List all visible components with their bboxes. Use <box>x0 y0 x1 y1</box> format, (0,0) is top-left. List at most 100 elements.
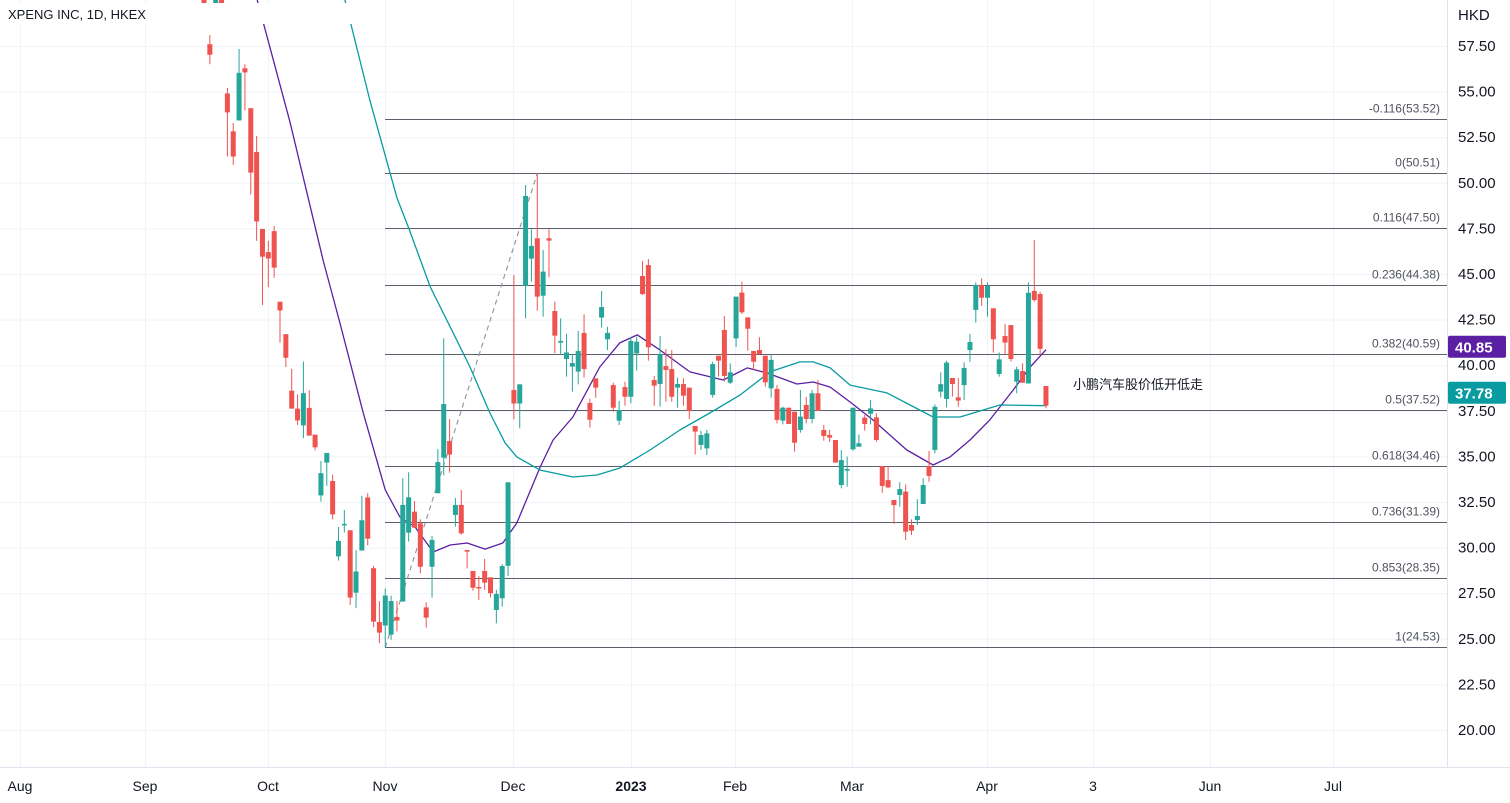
candle-down <box>254 135 260 241</box>
candle-down <box>716 355 722 377</box>
fib-level-label: 0.116(47.50) <box>1373 211 1440 225</box>
candle-down <box>371 565 377 628</box>
candle-up <box>558 318 564 355</box>
candle-body <box>447 441 453 455</box>
candles <box>201 0 1049 648</box>
candle-up <box>996 352 1002 377</box>
candle-down <box>248 108 254 195</box>
candle-down <box>224 87 230 157</box>
candle-body <box>359 520 365 551</box>
candle-body <box>862 417 868 424</box>
candle-body <box>856 443 862 447</box>
candle-body <box>721 329 727 376</box>
candle-body <box>844 468 850 471</box>
candle-body <box>242 68 248 73</box>
fib-level-label: 0.736(31.39) <box>1372 505 1440 519</box>
candle-up <box>441 338 447 476</box>
candle-body <box>949 377 955 384</box>
candle-up <box>406 472 412 542</box>
candle-up <box>523 184 529 319</box>
candle-body <box>306 407 312 436</box>
candle-down <box>1020 363 1026 383</box>
candle-body <box>996 359 1002 374</box>
candle-body <box>944 362 950 399</box>
candle-body <box>207 44 213 55</box>
last-value-text: 37.78 <box>1455 386 1493 403</box>
candle-body <box>587 402 593 420</box>
candle-up <box>967 334 973 362</box>
y-tick-label: 55.00 <box>1458 84 1496 101</box>
y-tick-label: 40.00 <box>1458 357 1496 374</box>
candle-body <box>458 504 464 534</box>
candle-down <box>259 228 265 306</box>
candle-down <box>271 226 277 278</box>
candle-down <box>365 493 371 546</box>
candle-body <box>920 485 926 505</box>
last-value-badge: 40.85 <box>1448 335 1506 358</box>
candle-body <box>546 238 552 241</box>
candle-up <box>452 497 458 527</box>
candle-body <box>511 390 517 404</box>
candle-down <box>873 413 879 442</box>
candle-body <box>628 340 634 397</box>
price-axis[interactable]: HKD 57.50 55.00 52.50 50.00 47.50 45.00 42.50 4… <box>1447 0 1510 803</box>
candle-body <box>388 601 394 635</box>
candle-up <box>300 361 306 439</box>
candle-body <box>464 549 470 552</box>
candle-up <box>335 526 341 561</box>
candle-body <box>756 350 762 355</box>
candle-down <box>1008 325 1014 362</box>
candle-body <box>768 359 774 389</box>
candle-down <box>1037 291 1043 355</box>
candle-up <box>727 363 733 384</box>
last-value-badge: 37.78 <box>1448 381 1506 404</box>
candle-down <box>312 434 318 451</box>
legend: XPENG INC, 1D, HKEX <box>0 3 384 24</box>
candle-down <box>306 390 312 436</box>
candle-body <box>914 516 920 521</box>
candle-body <box>850 407 856 450</box>
candle-body <box>517 384 523 404</box>
candle-body <box>523 195 529 287</box>
candle-up <box>236 48 242 121</box>
candle-down <box>330 474 336 520</box>
candle-up <box>604 326 610 351</box>
candle-up <box>359 495 365 551</box>
candle-body <box>300 393 306 426</box>
x-tick-label: Jun <box>1199 778 1222 794</box>
candle-body <box>745 317 751 329</box>
candle-body <box>394 616 400 621</box>
y-tick-label: 27.50 <box>1458 585 1496 602</box>
fib-level-label: 0.5(37.52) <box>1385 393 1440 407</box>
y-tick-label: 45.00 <box>1458 266 1496 283</box>
candle-body <box>973 284 979 310</box>
candle-down <box>885 466 891 489</box>
candle-up <box>318 460 324 502</box>
fib-level-label: -0.116(53.52) <box>1369 102 1440 116</box>
candle-up <box>435 449 441 494</box>
candle-body <box>411 511 417 528</box>
candle-down <box>692 425 698 455</box>
candle-up <box>517 384 523 429</box>
candle-body <box>792 411 798 443</box>
fib-level-label: 0.382(40.59) <box>1372 337 1440 351</box>
candle-body <box>441 404 447 458</box>
candle-up <box>797 390 803 433</box>
currency-label: HKD <box>1458 7 1490 24</box>
fib-retracement[interactable]: -0.116(53.52) 0(50.51) 0.116(47.50) 0.236(4… <box>385 102 1447 648</box>
candle-body <box>908 524 914 531</box>
trend-line[interactable] <box>384 173 538 648</box>
candle-down <box>990 308 996 353</box>
time-axis[interactable]: Aug Sep Oct Nov Dec 2023 Feb Mar Apr 3 Jun Jul <box>0 767 1510 803</box>
candle-down <box>792 411 798 452</box>
x-tick-label: Apr <box>976 778 998 794</box>
candle-body <box>318 473 324 496</box>
y-tick-label: 37.50 <box>1458 403 1496 420</box>
candle-body <box>634 341 640 354</box>
candle-body <box>610 385 616 408</box>
candle-body <box>493 593 499 610</box>
candle-up <box>944 360 950 408</box>
candle-down <box>926 450 932 482</box>
candle-body <box>400 504 406 602</box>
